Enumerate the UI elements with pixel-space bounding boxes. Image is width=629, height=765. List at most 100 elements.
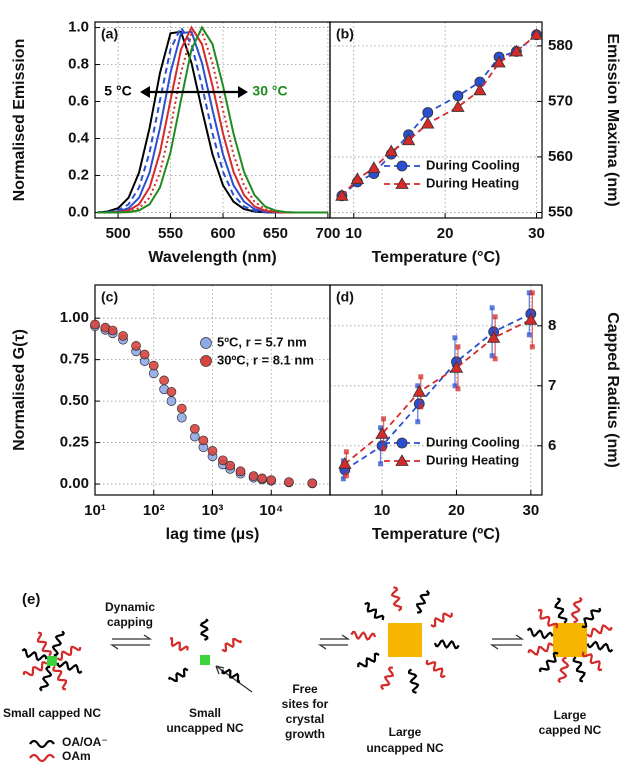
legend-marker [396,160,408,172]
error-cap [455,386,461,392]
schematic: (e) Dynamic capping Small capped NC Smal… [3,586,614,763]
y-axis-label: Emission Maxima (nm) [604,33,621,206]
error-cap [452,335,458,341]
plot-frame [94,21,331,219]
ligand [390,586,402,612]
legend-swatch [29,739,55,749]
scatter-point [118,331,128,341]
ligand [586,640,614,653]
triangle-marker [473,83,487,96]
ligand [572,656,586,683]
triangle-marker [486,330,501,343]
y-tick-label: 0.25 [60,434,89,451]
legend-label: During Cooling [426,434,520,449]
ligand [221,668,241,683]
scatter-point [266,475,277,485]
scatter-point [107,325,118,336]
triangle-marker [451,100,465,112]
node-label: uncapped NC [166,721,244,735]
triangle-marker [449,360,464,373]
ligand [167,667,189,683]
note: growth [285,727,325,741]
error-cap [526,332,532,338]
scatter-point [248,471,259,481]
arrow-head [238,86,248,98]
y-axis-label: Capped Radius (nm) [604,312,621,468]
y-tick-label: 8 [548,317,556,334]
error-cap [492,314,498,320]
error-cap [343,473,349,479]
triangle-marker [401,133,416,146]
ligand [526,627,554,640]
ligand [586,624,613,638]
scatter-point [166,386,177,397]
small-nc [47,656,57,666]
note: Free [292,682,318,696]
x-axis-label: Wavelength (nm) [148,249,276,266]
triangle-marker [509,44,524,57]
note: crystal [286,712,325,726]
scatter-point [235,466,246,477]
ligand [199,618,209,641]
y-tick-label: 7 [548,377,556,394]
ligand [169,637,189,652]
panel-label: (b) [336,26,354,42]
error-cap [489,305,495,311]
series-line [97,25,328,214]
x-tick-label: 10² [143,502,165,519]
series-line [97,30,328,214]
y-tick-label: 1.0 [68,19,89,36]
y-tick-label: 0.50 [60,392,89,409]
x-tick-label: 600 [210,225,235,242]
triangle-marker [421,116,435,129]
x-tick-label: 550 [158,225,183,242]
legend-label: During Heating [426,175,519,190]
triangle-marker [492,55,506,68]
ligand [350,630,377,641]
chart-panel: 0.00 0.25 0.50 0.75 1.00 10¹ 10² 10³ 10⁴ (c) lag t… [11,284,331,543]
scatter-point [225,460,236,471]
y-tick-label: 0.8 [68,55,89,72]
arrow-label: capping [107,615,153,629]
x-axis-label: Temperature (ºC) [372,526,500,543]
ligand [538,651,559,673]
equilibrium-arrows [109,634,525,693]
x-tick-label: 30 [522,502,539,519]
ligand [357,652,380,668]
legend-marker [395,454,409,466]
ligand [430,612,453,628]
triangle-marker [350,172,365,185]
legend-label: During Cooling [426,157,520,172]
x-tick-label: 700 [315,225,340,242]
ligand [527,642,554,656]
y-axis-label: Normalised G(τ) [11,329,28,451]
ligand [581,651,603,672]
legend-label: OAm [62,749,91,763]
error-cap [340,476,346,482]
legend-label: During Heating [426,452,519,467]
scatter-point [90,319,100,330]
ligand [581,607,602,629]
x-tick-label: 10 [374,502,391,519]
ligand [433,639,460,650]
scatter-point [307,478,318,489]
series-line [97,25,328,214]
series-line [97,30,328,214]
ligand [39,665,53,692]
y-tick-label: 0.75 [60,351,89,368]
series-line [344,312,532,471]
error-cap [452,383,458,389]
error-cap [526,290,532,296]
y-tick-label: 570 [548,92,573,109]
y-tick-label: 0.2 [68,166,89,183]
triangle-marker [375,426,389,439]
y-tick-label: 0.6 [68,92,89,109]
chart-panel: 550 560 570 580 10 20 30 (b) Temperature (°C) Emi… [329,21,621,266]
error-cap [418,374,424,380]
error-cap [381,416,387,422]
y-tick-label: 550 [548,203,573,220]
triangle-marker [367,161,381,173]
triangle-marker [338,456,352,469]
legend-label: 5ºC, r = 5.7 nm [217,334,307,349]
series-line [344,318,532,465]
